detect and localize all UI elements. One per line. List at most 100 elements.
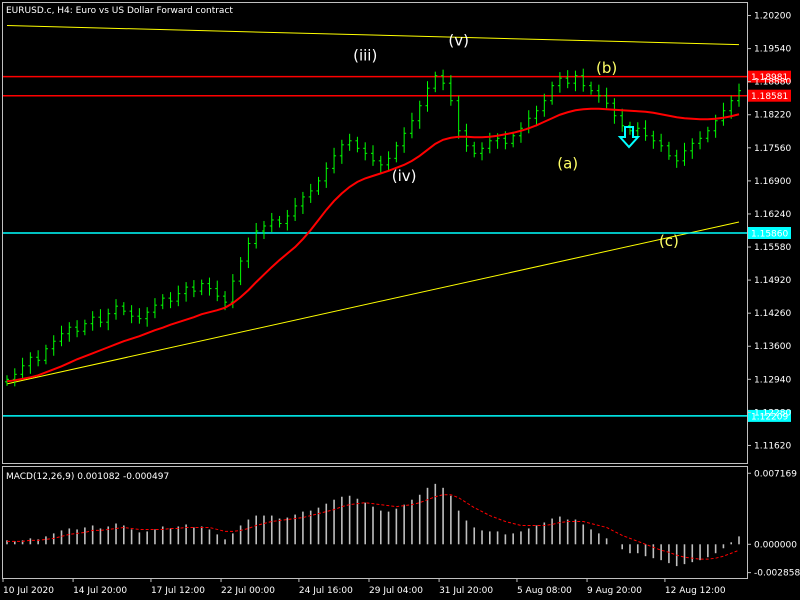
price-tick-label: 1.17560 — [754, 144, 791, 154]
price-bar — [573, 70, 578, 92]
price-tick-label: 1.14260 — [754, 309, 791, 319]
time-tick-label: 29 Jul 04:00 — [369, 586, 423, 596]
price-bar — [59, 325, 64, 347]
price-bar — [651, 130, 656, 149]
price-bar — [363, 142, 368, 161]
macd-panel-frame — [2, 466, 748, 579]
price-bar — [145, 307, 150, 327]
level-label-1: 1.18581 — [751, 92, 788, 102]
time-tick-label: 10 Jul 2020 — [3, 586, 54, 596]
time-tick-label: 22 Jul 00:00 — [221, 586, 275, 596]
price-bar — [215, 280, 220, 302]
price-bar — [464, 123, 469, 152]
wave-label: (c) — [659, 232, 679, 250]
price-bar — [191, 280, 196, 298]
price-bar — [690, 138, 695, 159]
price-bar — [269, 212, 274, 232]
price-axis: 1.20200 1.19540 1.18880 1.18220 1.17560 1.169… — [747, 12, 791, 451]
price-bar — [355, 136, 360, 153]
price-bar — [409, 112, 414, 139]
macd-tick-label: 0.007169 — [754, 469, 797, 479]
price-bar — [518, 122, 523, 143]
price-bar — [28, 352, 33, 374]
price-panel-frame — [2, 2, 748, 464]
price-bar — [308, 183, 313, 203]
price-bar — [324, 162, 329, 188]
level-label-3: 1.12209 — [751, 412, 788, 422]
trendline-1 — [6, 221, 740, 385]
price-bar — [565, 70, 570, 89]
time-tick-label: 17 Jul 12:00 — [151, 586, 205, 596]
price-bar — [160, 294, 165, 310]
price-bar — [441, 69, 446, 91]
price-bar — [176, 285, 181, 307]
price-tick-label: 1.16240 — [754, 210, 791, 220]
price-bar — [550, 81, 555, 105]
wave-label: (iv) — [392, 167, 417, 185]
price-bar — [339, 139, 344, 164]
price-tick-label: 1.18220 — [754, 111, 791, 121]
price-bar — [261, 220, 266, 240]
level-label-0: 1.18981 — [751, 73, 788, 83]
price-bar — [43, 344, 48, 365]
price-bar — [254, 222, 259, 249]
price-bar — [542, 93, 547, 117]
price-bar — [666, 141, 671, 160]
price-bar — [371, 145, 375, 166]
moving-average — [6, 107, 740, 383]
wave-label: (iii) — [353, 47, 377, 65]
price-bar — [121, 302, 126, 316]
price-bar — [184, 282, 189, 302]
price-bar — [604, 87, 609, 109]
price-bar — [705, 126, 710, 143]
price-bar — [627, 121, 632, 135]
price-bar — [285, 209, 290, 231]
price-bar — [448, 75, 453, 106]
price-bar — [378, 155, 383, 173]
price-bar — [596, 84, 601, 103]
price-tick-label: 1.16900 — [754, 177, 791, 187]
price-bar — [168, 292, 173, 309]
wave-label: (b) — [596, 59, 617, 77]
price-bar — [480, 142, 485, 161]
price-tick-label: 1.13600 — [754, 342, 791, 352]
price-bar — [82, 319, 87, 336]
price-bar — [682, 142, 687, 166]
trendline-0 — [6, 25, 740, 46]
wave-labels: (iii) (iv) (v) (a) (b) (c) — [353, 32, 679, 250]
level-label-bg-0 — [748, 70, 791, 83]
price-bar — [106, 308, 111, 331]
price-bar — [511, 131, 516, 148]
wave-label: (v) — [448, 32, 469, 50]
wave-label: (a) — [557, 154, 578, 172]
ma-line — [6, 107, 740, 383]
price-bar — [386, 151, 391, 171]
price-bar — [152, 298, 157, 319]
price-bar — [417, 100, 422, 129]
price-bar — [581, 68, 586, 92]
price-bar — [114, 299, 119, 320]
price-bar — [199, 279, 204, 296]
time-tick-label: 14 Jul 20:00 — [73, 586, 127, 596]
price-tick-label: 1.20200 — [754, 12, 791, 22]
price-bar — [674, 149, 679, 168]
price-bar — [612, 98, 617, 124]
price-bar — [137, 308, 142, 324]
down-arrow-icon — [617, 126, 641, 149]
price-bar — [721, 102, 726, 126]
price-bar — [36, 350, 41, 367]
level-label-bg-3 — [748, 409, 791, 422]
price-bar — [316, 176, 321, 195]
price-tick-label: 1.12940 — [754, 375, 791, 385]
trendlines — [6, 25, 740, 385]
price-bar — [246, 237, 251, 269]
price-bar — [207, 277, 212, 296]
price-bar — [659, 133, 664, 152]
price-bar — [12, 368, 17, 387]
price-bar — [67, 322, 72, 342]
time-axis: 10 Jul 2020 14 Jul 20:00 17 Jul 12:00 22 Ju… — [2, 578, 726, 596]
price-tick-label: 1.11620 — [754, 441, 791, 451]
price-bar — [347, 133, 352, 151]
down-arrow-icon — [617, 126, 641, 149]
